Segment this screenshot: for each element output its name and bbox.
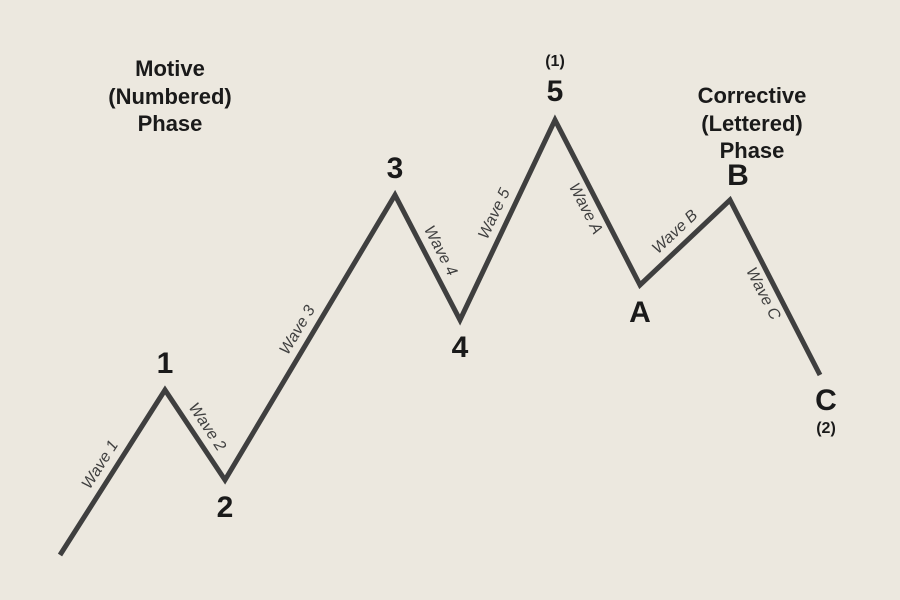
cycle-label: (1) — [545, 53, 565, 71]
cycle-label: (2) — [816, 420, 836, 438]
point-label-1: 1 — [157, 347, 174, 381]
wave-path — [60, 120, 820, 555]
point-label-2: 2 — [217, 491, 234, 525]
elliott-wave-diagram: Wave 1Wave 2Wave 3Wave 4Wave 5Wave AWave… — [0, 0, 900, 600]
corrective-phase-header: Corrective (Lettered) Phase — [652, 82, 852, 165]
point-label-5: 5 — [547, 75, 564, 109]
point-label-C: C — [815, 384, 837, 418]
point-label-B: B — [727, 159, 749, 193]
point-label-A: A — [629, 296, 651, 330]
point-label-4: 4 — [452, 331, 469, 365]
point-label-3: 3 — [387, 152, 404, 186]
motive-phase-header: Motive (Numbered) Phase — [70, 55, 270, 138]
